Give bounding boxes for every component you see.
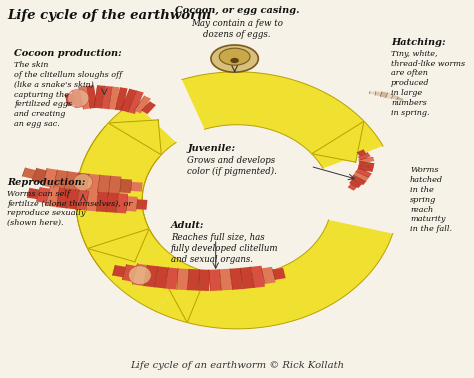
Polygon shape: [209, 269, 221, 291]
Polygon shape: [112, 265, 126, 277]
Polygon shape: [357, 150, 366, 156]
Polygon shape: [347, 184, 357, 191]
Polygon shape: [94, 85, 105, 108]
Polygon shape: [86, 191, 99, 211]
Polygon shape: [358, 157, 374, 164]
Polygon shape: [219, 269, 232, 290]
Polygon shape: [144, 265, 158, 287]
Polygon shape: [106, 192, 118, 213]
Polygon shape: [131, 182, 143, 192]
Polygon shape: [122, 264, 137, 282]
Polygon shape: [87, 85, 98, 108]
Text: Worms
hatched
in the
spring
reach
maturity
in the fall.: Worms hatched in the spring reach maturi…: [410, 166, 452, 233]
Polygon shape: [167, 272, 208, 322]
Polygon shape: [72, 90, 83, 108]
Ellipse shape: [219, 48, 250, 65]
Polygon shape: [54, 170, 68, 189]
Polygon shape: [273, 268, 286, 280]
Polygon shape: [154, 266, 169, 288]
Polygon shape: [356, 168, 372, 178]
Polygon shape: [36, 187, 50, 203]
Text: Reproduction:: Reproduction:: [7, 178, 85, 187]
Polygon shape: [182, 72, 383, 168]
Ellipse shape: [73, 174, 92, 191]
Polygon shape: [187, 269, 200, 291]
Text: Life cycle of an earthworm © Rick Kollath: Life cycle of an earthworm © Rick Kollat…: [130, 361, 344, 370]
Polygon shape: [380, 91, 388, 98]
Text: Life cycle of the earthworm: Life cycle of the earthworm: [7, 9, 211, 22]
Polygon shape: [66, 189, 79, 209]
Text: The skin
of the clitellum sloughs off
(like a snake's skin)
capturing the
fertil: The skin of the clitellum sloughs off (l…: [14, 61, 122, 128]
Polygon shape: [132, 263, 148, 286]
Polygon shape: [350, 175, 366, 185]
Polygon shape: [386, 93, 393, 99]
Polygon shape: [86, 174, 100, 193]
Polygon shape: [392, 95, 399, 100]
Polygon shape: [65, 94, 75, 106]
Polygon shape: [134, 96, 151, 113]
Polygon shape: [22, 168, 36, 179]
Text: Worms can self
fertilize (clone themselves), or
reproduce sexually
(shown here).: Worms can self fertilize (clone themselv…: [7, 190, 132, 227]
Polygon shape: [375, 91, 382, 96]
Polygon shape: [76, 102, 190, 311]
Text: Grows and develops
color (if pigmented).: Grows and develops color (if pigmented).: [187, 156, 277, 177]
Polygon shape: [76, 190, 89, 211]
Polygon shape: [27, 188, 39, 199]
Text: Tiny, white,
thread-like worms
are often
produced
in large
numbers
in spring.: Tiny, white, thread-like worms are often…: [391, 50, 465, 117]
Polygon shape: [141, 102, 156, 114]
Polygon shape: [108, 120, 161, 155]
Polygon shape: [358, 161, 374, 168]
Polygon shape: [358, 153, 371, 161]
Polygon shape: [349, 180, 362, 188]
Polygon shape: [116, 193, 128, 214]
Polygon shape: [46, 186, 60, 207]
Text: Hatching:: Hatching:: [391, 38, 446, 47]
Polygon shape: [251, 266, 265, 288]
Polygon shape: [120, 179, 132, 193]
Polygon shape: [240, 267, 255, 289]
Polygon shape: [79, 86, 91, 109]
Polygon shape: [101, 86, 112, 109]
Text: Adult:: Adult:: [171, 221, 204, 230]
Polygon shape: [128, 91, 144, 114]
Text: Cocoon, or egg casing.: Cocoon, or egg casing.: [175, 6, 299, 15]
Text: May contain a few to
dozens of eggs.: May contain a few to dozens of eggs.: [191, 19, 283, 39]
Polygon shape: [357, 166, 374, 172]
Polygon shape: [198, 270, 210, 291]
Polygon shape: [32, 168, 47, 184]
Polygon shape: [312, 121, 364, 162]
Polygon shape: [121, 89, 137, 112]
Polygon shape: [109, 87, 119, 110]
Polygon shape: [96, 192, 108, 212]
Text: Juvenile:: Juvenile:: [187, 144, 236, 153]
Polygon shape: [127, 196, 138, 212]
Polygon shape: [64, 171, 79, 191]
Ellipse shape: [211, 45, 258, 72]
Polygon shape: [165, 268, 179, 290]
Text: Reaches full size, has
fully developed clitellum
and sexual organs.: Reaches full size, has fully developed c…: [171, 233, 278, 264]
Ellipse shape: [230, 58, 239, 63]
Polygon shape: [397, 97, 403, 101]
Polygon shape: [369, 91, 376, 94]
Polygon shape: [75, 173, 89, 192]
Polygon shape: [97, 175, 111, 194]
Ellipse shape: [128, 266, 151, 285]
Polygon shape: [353, 172, 369, 181]
Polygon shape: [230, 268, 243, 290]
Polygon shape: [76, 127, 159, 274]
Polygon shape: [56, 188, 69, 208]
Polygon shape: [88, 229, 149, 262]
Polygon shape: [156, 220, 392, 329]
Ellipse shape: [67, 89, 89, 107]
Text: Cocoon production:: Cocoon production:: [14, 49, 122, 58]
Polygon shape: [177, 268, 189, 290]
Polygon shape: [116, 87, 128, 111]
Polygon shape: [262, 267, 276, 284]
Polygon shape: [137, 199, 147, 210]
Polygon shape: [109, 176, 121, 195]
Polygon shape: [42, 168, 58, 187]
